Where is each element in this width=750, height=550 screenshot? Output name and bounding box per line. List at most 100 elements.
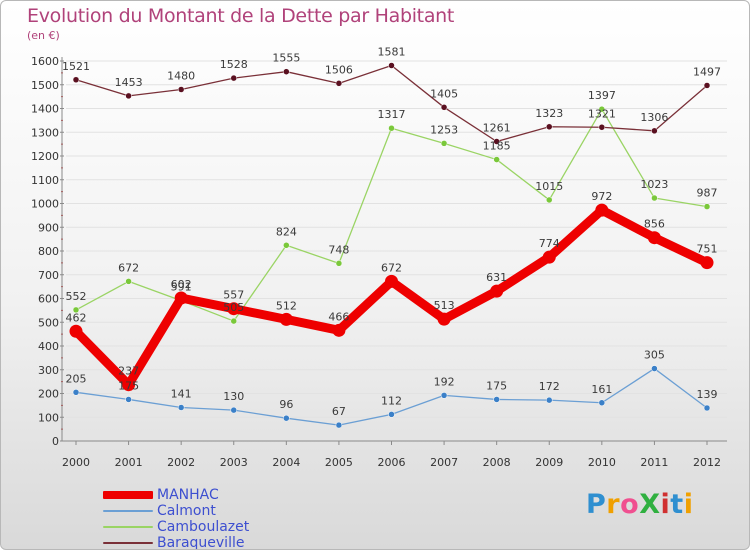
data-point-manhac	[385, 274, 398, 288]
data-label-calmont: 130	[223, 390, 244, 403]
data-point-baraqueville	[493, 138, 500, 145]
data-point-camboulazet	[703, 203, 711, 210]
x-tick-label: 2004	[272, 456, 300, 469]
data-point-calmont	[493, 396, 500, 403]
data-label-calmont: 67	[332, 405, 346, 418]
data-label-manhac: 557	[223, 289, 244, 302]
data-label-calmont: 192	[434, 375, 455, 388]
x-tick-label: 2002	[167, 456, 195, 469]
logo-letter: o	[620, 489, 640, 520]
legend-swatch	[103, 526, 153, 528]
data-point-camboulazet	[546, 196, 553, 204]
data-label-manhac: 466	[328, 310, 349, 323]
data-label-baraqueville: 1306	[640, 111, 668, 124]
data-point-calmont	[703, 404, 711, 412]
data-label-baraqueville: 1528	[220, 58, 248, 71]
data-label-camboulazet: 1253	[430, 123, 458, 136]
logo-letter: t	[670, 489, 684, 520]
y-tick-label: 600	[38, 293, 59, 306]
y-tick-label: 200	[38, 388, 59, 401]
data-label-manhac: 856	[644, 218, 665, 231]
data-point-calmont	[546, 396, 553, 404]
data-point-camboulazet	[440, 140, 448, 147]
y-tick-label: 400	[38, 340, 59, 353]
data-label-baraqueville: 1321	[588, 107, 616, 120]
y-tick-label: 1500	[31, 79, 59, 92]
data-point-calmont	[335, 421, 343, 429]
x-tick-label: 2001	[115, 456, 143, 469]
data-point-manhac	[647, 231, 661, 245]
legend-item-calmont: Calmont	[103, 503, 303, 519]
data-point-camboulazet	[493, 156, 500, 163]
y-tick-label: 500	[38, 316, 59, 329]
data-label-camboulazet: 1185	[483, 140, 511, 153]
legend-item-baraqueville: Baraqueville	[103, 535, 303, 550]
data-label-manhac: 513	[434, 299, 455, 312]
logo-letter: X	[639, 489, 661, 520]
data-point-camboulazet	[283, 242, 290, 249]
y-tick-label: 1600	[31, 55, 59, 68]
legend-swatch	[103, 510, 153, 512]
data-label-calmont: 139	[697, 388, 718, 401]
x-tick-label: 2011	[640, 456, 668, 469]
x-tick-label: 2000	[62, 456, 90, 469]
x-tick-label: 2010	[588, 456, 616, 469]
data-label-camboulazet: 987	[697, 187, 718, 200]
legend-label: Calmont	[157, 503, 216, 519]
legend-label: Baraqueville	[157, 535, 245, 550]
unit-label: (en €)	[27, 29, 60, 42]
data-point-manhac	[490, 284, 504, 298]
proxiti-logo: ProXiti	[586, 489, 693, 520]
logo-letter: i	[660, 489, 671, 520]
data-label-calmont: 96	[279, 398, 293, 411]
data-label-manhac: 774	[539, 237, 560, 250]
data-label-manhac: 237	[118, 365, 139, 378]
data-label-camboulazet: 591	[171, 281, 192, 294]
data-point-manhac	[279, 312, 293, 326]
data-point-baraqueville	[388, 62, 395, 69]
data-label-manhac: 672	[381, 261, 402, 274]
data-point-baraqueville	[72, 76, 80, 84]
legend-label: Camboulazet	[157, 519, 250, 535]
data-point-manhac	[122, 378, 136, 392]
data-label-manhac: 512	[276, 299, 297, 312]
data-point-baraqueville	[177, 86, 185, 93]
data-point-baraqueville	[230, 74, 237, 82]
legend-swatch	[103, 542, 153, 544]
legend-swatch	[103, 491, 153, 499]
data-point-baraqueville	[335, 80, 343, 87]
data-point-camboulazet	[335, 260, 343, 267]
data-point-manhac	[437, 312, 451, 326]
data-point-calmont	[440, 392, 448, 399]
y-tick-label: 100	[38, 411, 59, 424]
x-tick-label: 2008	[483, 456, 511, 469]
data-label-manhac: 972	[591, 190, 612, 203]
data-point-calmont	[177, 404, 185, 411]
data-label-manhac: 602	[171, 278, 192, 291]
legend-label: MANHAC	[157, 487, 219, 503]
y-tick-label: 700	[38, 269, 59, 282]
data-point-baraqueville	[598, 124, 606, 131]
data-label-baraqueville: 1506	[325, 63, 353, 76]
data-label-calmont: 305	[644, 349, 665, 362]
legend-item-manhac: MANHAC	[103, 487, 303, 503]
y-tick-label: 900	[38, 221, 59, 234]
data-point-manhac	[332, 323, 346, 337]
x-tick-label: 2009	[535, 456, 563, 469]
data-label-camboulazet: 672	[118, 261, 139, 274]
y-tick-label: 1300	[31, 126, 59, 139]
logo-letter: P	[586, 489, 607, 520]
data-point-manhac	[542, 250, 556, 264]
y-tick-label: 1100	[31, 174, 59, 187]
data-point-baraqueville	[546, 123, 553, 131]
data-point-baraqueville	[651, 127, 658, 135]
data-point-calmont	[388, 411, 395, 418]
data-label-camboulazet: 1015	[535, 180, 563, 193]
data-label-calmont: 175	[118, 379, 139, 392]
data-label-baraqueville: 1521	[62, 60, 90, 73]
data-label-baraqueville: 1261	[483, 122, 511, 135]
data-label-camboulazet: 1317	[378, 108, 406, 121]
data-label-baraqueville: 1497	[693, 65, 721, 78]
logo-letter: r	[606, 489, 621, 520]
data-point-baraqueville	[440, 104, 448, 111]
